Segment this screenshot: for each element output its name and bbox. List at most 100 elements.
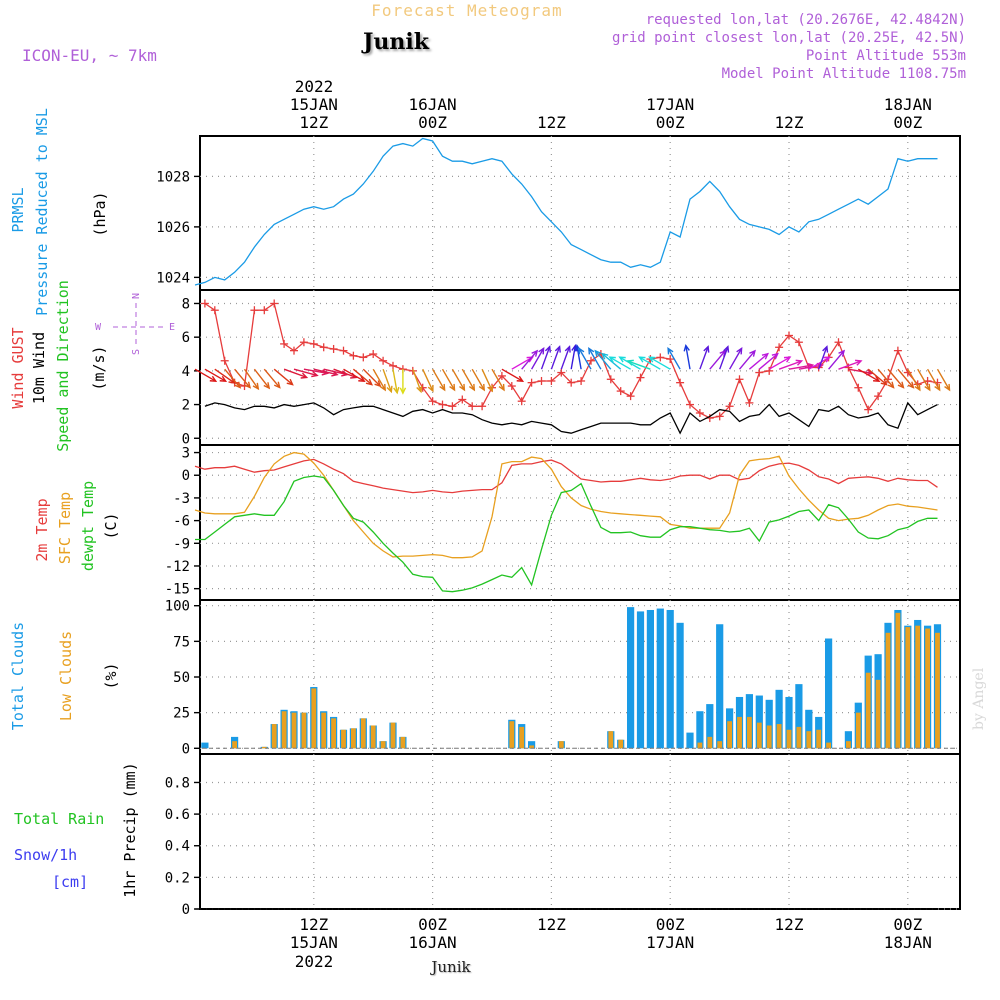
wind-arrow bbox=[709, 350, 726, 370]
compass-rose: N W E S bbox=[95, 293, 175, 355]
wind-arrow bbox=[788, 364, 813, 370]
low-cloud-bar bbox=[707, 736, 713, 749]
y-tick-label: 50 bbox=[173, 670, 190, 686]
low-cloud-bar bbox=[380, 741, 386, 749]
wind-arrow bbox=[748, 353, 769, 370]
low-cloud-bar bbox=[351, 728, 356, 749]
wind-arrowhead bbox=[648, 356, 656, 363]
wind-arrowhead bbox=[723, 345, 730, 353]
wind-arrow bbox=[738, 350, 756, 370]
wind-arrow bbox=[601, 353, 622, 370]
wind-arrow bbox=[808, 356, 830, 370]
wind-arrowhead bbox=[855, 359, 863, 366]
wind-arrow bbox=[422, 368, 434, 392]
low-cloud-bar bbox=[925, 628, 930, 749]
wind-arrow bbox=[828, 350, 845, 370]
wind-arrow bbox=[451, 368, 466, 391]
y-tick-label: 0 bbox=[182, 431, 190, 447]
y-tick-label: 0 bbox=[182, 468, 190, 484]
top-hour-label: 12Z bbox=[537, 113, 566, 132]
low-cloud-bar bbox=[885, 632, 891, 749]
low-cloud-bar bbox=[509, 721, 515, 749]
low-cloud-bar bbox=[697, 742, 703, 749]
total-cloud-bar bbox=[646, 609, 654, 749]
total-cloud-bar bbox=[528, 741, 536, 749]
wind-arrowhead bbox=[887, 381, 895, 389]
compass-west: W bbox=[95, 322, 102, 333]
wind-arrowhead bbox=[379, 383, 387, 392]
wind-arrowhead bbox=[365, 378, 374, 386]
wind-arrow bbox=[917, 368, 931, 391]
wind-arrowhead bbox=[487, 384, 494, 393]
total-cloud-bar bbox=[844, 731, 852, 749]
wind-arrowhead bbox=[873, 375, 881, 382]
wind-arrowhead bbox=[761, 352, 770, 360]
low-cloud-bar bbox=[737, 716, 742, 749]
wind-arrowhead bbox=[588, 347, 595, 355]
wind-arrow bbox=[848, 368, 873, 375]
wind-arrow bbox=[540, 346, 551, 370]
low-cloud-bar bbox=[331, 718, 336, 749]
bottom-hour-label: 12Z bbox=[299, 915, 328, 934]
clouds-panel: Total Clouds Low Clouds (%) 0 25 50 75 100 bbox=[9, 599, 961, 757]
snow-unit: [cm] bbox=[52, 873, 88, 891]
wind-arrow bbox=[897, 368, 914, 389]
wind-arrow bbox=[578, 348, 592, 370]
bottom-year: 2022 bbox=[295, 952, 334, 971]
wind-arrow bbox=[609, 356, 631, 370]
panel-frame bbox=[199, 444, 961, 601]
wind-arrow bbox=[333, 368, 357, 379]
compass-east: E bbox=[169, 322, 175, 333]
low-cloud-bar bbox=[390, 722, 396, 749]
wind-arrowhead bbox=[944, 383, 951, 392]
wind-arrowhead bbox=[538, 347, 545, 355]
wind-arrowhead bbox=[386, 385, 393, 394]
low-cloud-bar bbox=[786, 729, 792, 749]
wind-arrow bbox=[362, 368, 381, 387]
snow-label: Snow/1h bbox=[14, 846, 77, 864]
wind-arrow bbox=[838, 360, 862, 370]
low-cloud-bar bbox=[806, 731, 812, 749]
bottom-hour-label: 12Z bbox=[775, 915, 804, 934]
wind-arrow bbox=[926, 368, 941, 391]
panel-frame bbox=[199, 753, 961, 910]
wind-arrowhead bbox=[273, 381, 281, 389]
y-tick-label: 100 bbox=[165, 599, 190, 615]
low-cloud-bar bbox=[271, 724, 277, 749]
low-cloud-bar bbox=[895, 612, 901, 749]
y-tick-label: 0.2 bbox=[165, 870, 190, 886]
wind-arrowhead bbox=[703, 345, 710, 353]
total-cloud-bar bbox=[686, 732, 694, 749]
top-date-label: 17JAN bbox=[646, 95, 694, 114]
wind-arrow bbox=[778, 360, 802, 370]
banner-title: Forecast Meteogram bbox=[371, 1, 562, 20]
total-cloud-bar bbox=[636, 611, 645, 749]
precip-panel: Total Rain Snow/1h [cm] 1hr Precip (mm) … bbox=[14, 753, 961, 918]
bottom-hour-label: 00Z bbox=[656, 915, 685, 934]
low-cloud-bar bbox=[935, 632, 940, 749]
low-cloud-bar bbox=[301, 712, 307, 749]
wind-arrow bbox=[699, 346, 709, 370]
wind-arrowhead bbox=[478, 383, 486, 392]
top-hour-label: 00Z bbox=[893, 113, 922, 132]
wind-arrow bbox=[501, 368, 524, 382]
low-cloud-bar bbox=[291, 712, 297, 749]
wind-arrowhead bbox=[771, 352, 779, 360]
wind-arrow bbox=[323, 368, 348, 376]
total-clouds-label: Total Clouds bbox=[9, 622, 27, 730]
total-cloud-bar bbox=[805, 709, 813, 749]
gridpoint-coords: grid point closest lon,lat (20.25E, 42.5… bbox=[612, 30, 966, 46]
bottom-hour-label: 12Z bbox=[537, 915, 566, 934]
y-tick-label: -6 bbox=[173, 514, 190, 530]
low-cloud-bar bbox=[796, 726, 802, 749]
y-tick-label: 2 bbox=[182, 398, 190, 414]
y-tick-label: 0 bbox=[182, 741, 190, 757]
wind-arrow bbox=[412, 368, 422, 392]
wind-arrowhead bbox=[783, 356, 792, 363]
wind-arrow bbox=[313, 368, 338, 376]
wind10m-label: 10m Wind bbox=[30, 332, 48, 404]
low-cloud-bar bbox=[747, 716, 752, 749]
wind-arrowhead bbox=[300, 372, 309, 379]
wind-arrow bbox=[243, 368, 259, 390]
precip-unit: 1hr Precip (mm) bbox=[121, 762, 139, 897]
